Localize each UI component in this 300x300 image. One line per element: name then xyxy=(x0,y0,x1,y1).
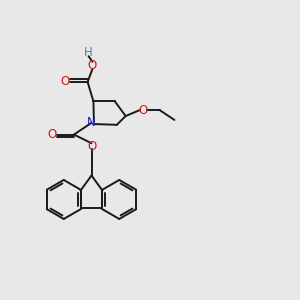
Text: O: O xyxy=(88,59,97,72)
Text: O: O xyxy=(47,128,57,141)
Text: O: O xyxy=(60,75,69,88)
Text: O: O xyxy=(139,104,148,117)
Text: H: H xyxy=(84,46,93,59)
Text: O: O xyxy=(87,140,96,153)
Text: N: N xyxy=(87,116,96,129)
